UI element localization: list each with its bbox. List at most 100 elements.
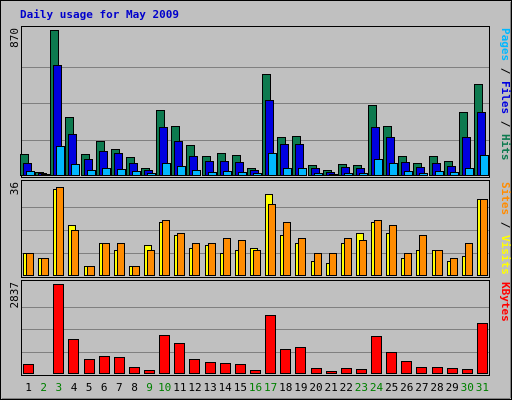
day-label-18: 18 [279, 381, 292, 394]
panel-hits-scale-label: 870 [8, 28, 21, 48]
panel-hits: 870 Pages / Files / Hits [8, 26, 512, 178]
bar-kbytes-day-27 [416, 367, 427, 374]
bar-pages-day-8 [132, 171, 141, 176]
day-label-19: 19 [294, 381, 307, 394]
bar-kbytes-day-1 [23, 364, 34, 374]
day-label-30: 30 [461, 381, 474, 394]
bar-kbytes-day-15 [235, 364, 246, 374]
day-label-27: 27 [415, 381, 428, 394]
day-label-25: 25 [385, 381, 398, 394]
legend-item: Visits [499, 235, 512, 275]
bar-kbytes-day-18 [280, 349, 291, 374]
day-label-24: 24 [370, 381, 384, 394]
legend-item: Pages [499, 28, 512, 61]
bar-kbytes-day-28 [432, 367, 443, 374]
bar-sites-day-13 [208, 243, 216, 276]
panel-visits-scale-label: 36 [8, 182, 21, 195]
bar-pages-day-22 [344, 173, 353, 176]
bar-sites-day-7 [117, 243, 125, 276]
day-label-15: 15 [234, 381, 247, 394]
bar-kbytes-day-19 [295, 347, 306, 374]
bar-kbytes-day-20 [311, 368, 322, 374]
bar-sites-day-2 [41, 258, 49, 276]
bar-sites-day-31 [480, 199, 488, 276]
bar-sites-day-30 [465, 243, 473, 276]
day-label-7: 7 [116, 381, 123, 394]
day-label-22: 22 [340, 381, 353, 394]
bar-pages-day-7 [117, 169, 126, 176]
day-label-10: 10 [158, 381, 171, 394]
bar-sites-day-24 [374, 220, 382, 276]
legend-item: Sites [499, 182, 512, 215]
bar-pages-day-9 [147, 173, 156, 176]
bar-sites-day-12 [192, 243, 200, 276]
day-label-3: 3 [55, 381, 62, 394]
bar-kbytes-day-13 [205, 362, 216, 374]
bar-kbytes-day-17 [265, 315, 276, 374]
bar-pages-day-4 [71, 164, 80, 176]
bar-kbytes-day-26 [401, 361, 412, 374]
bar-sites-day-11 [177, 233, 185, 276]
day-label-23: 23 [355, 381, 368, 394]
bar-sites-day-25 [389, 225, 397, 276]
bar-pages-day-15 [238, 172, 247, 176]
bar-kbytes-day-29 [447, 368, 458, 374]
day-label-12: 12 [188, 381, 201, 394]
day-label-2: 2 [40, 381, 47, 394]
bar-sites-day-6 [102, 243, 110, 276]
day-label-9: 9 [146, 381, 153, 394]
bar-sites-day-28 [435, 250, 443, 276]
bar-pages-day-18 [283, 168, 292, 176]
bar-sites-day-19 [298, 238, 306, 276]
bar-pages-day-28 [435, 171, 444, 176]
legend-item: / [499, 61, 512, 81]
bar-sites-day-29 [450, 258, 458, 276]
panel-kbytes-legend: KBytes [499, 282, 512, 322]
panel-visits-legend: Sites / Visits [499, 182, 512, 275]
bar-pages-day-6 [102, 168, 111, 176]
chart-title: Daily usage for May 2009 [20, 8, 179, 21]
bar-pages-day-12 [192, 170, 201, 176]
day-label-1: 1 [25, 381, 32, 394]
legend-item: / [499, 215, 512, 235]
bar-sites-day-22 [344, 238, 352, 276]
bar-kbytes-day-3 [53, 284, 64, 374]
bar-kbytes-day-12 [189, 359, 200, 374]
bar-kbytes-day-24 [371, 336, 382, 374]
bar-kbytes-day-14 [220, 363, 231, 374]
bar-pages-day-24 [374, 159, 383, 176]
day-label-21: 21 [324, 381, 337, 394]
bar-kbytes-day-8 [129, 367, 140, 374]
day-label-14: 14 [219, 381, 233, 394]
bar-pages-day-26 [404, 171, 413, 176]
day-label-11: 11 [173, 381, 186, 394]
bar-pages-day-2 [41, 174, 50, 176]
bar-pages-day-14 [223, 171, 232, 176]
bar-pages-day-21 [329, 174, 338, 176]
panel-kbytes-scale-label: 2837 [8, 282, 21, 309]
bar-sites-day-16 [253, 250, 261, 276]
bar-sites-day-10 [162, 220, 170, 276]
legend-item: Files [499, 81, 512, 114]
chart-panels: 870 Pages / Files / Hits 36 Sites / Visits 2… [8, 26, 512, 376]
bar-pages-day-19 [298, 168, 307, 176]
panel-hits-frame [21, 26, 490, 178]
bar-sites-day-14 [223, 238, 231, 276]
bar-pages-day-31 [480, 155, 489, 176]
bar-kbytes-day-7 [114, 357, 125, 374]
bar-sites-day-26 [404, 253, 412, 276]
bar-pages-day-27 [419, 173, 428, 176]
bar-kbytes-day-6 [99, 356, 110, 374]
day-label-29: 29 [446, 381, 459, 394]
day-label-26: 26 [400, 381, 413, 394]
panel-hits-legend: Pages / Files / Hits [499, 28, 512, 161]
bar-pages-day-20 [314, 173, 323, 176]
legend-item: KBytes [499, 282, 512, 322]
bar-pages-day-13 [208, 172, 217, 176]
day-label-16: 16 [249, 381, 262, 394]
legend-item: Hits [499, 134, 512, 161]
bar-sites-day-15 [238, 240, 246, 276]
bar-kbytes-day-30 [462, 369, 473, 374]
bar-pages-day-11 [177, 166, 186, 176]
